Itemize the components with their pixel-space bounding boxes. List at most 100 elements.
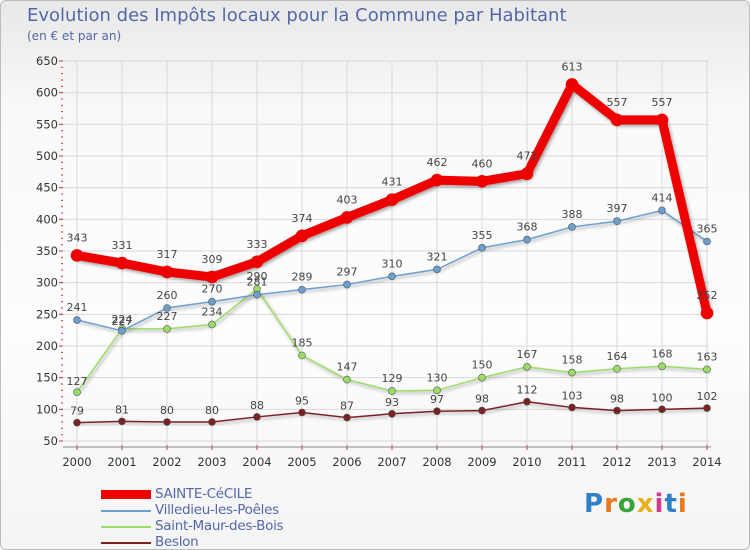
data-point [298,408,306,417]
data-label: 613 [562,60,583,73]
data-point [253,413,261,421]
y-tick-label: 600 [36,86,58,100]
x-tick-label: 2005 [287,455,316,469]
data-point [385,193,399,206]
data-label: 97 [430,393,444,406]
data-point [388,387,396,395]
data-point [343,280,351,289]
data-label: 93 [385,396,399,409]
x-tick-label: 2000 [62,455,91,469]
data-label: 163 [697,350,718,363]
data-point [703,237,711,246]
data-label: 365 [697,223,718,236]
data-label: 164 [607,350,628,363]
data-label: 374 [292,212,313,225]
data-label: 388 [562,208,583,221]
data-label: 127 [67,375,88,388]
data-label: 167 [517,348,538,361]
data-label: 150 [472,359,493,372]
data-label: 147 [337,361,358,374]
data-label: 100 [652,391,673,404]
data-point [298,285,306,294]
logo-letter: P [584,489,605,519]
data-point [343,413,351,422]
data-label: 331 [112,239,133,252]
data-label: 79 [70,405,84,418]
x-tick-label: 2002 [152,455,181,469]
data-point [73,418,81,427]
data-label: 224 [112,313,133,326]
data-point [610,113,624,127]
y-tick-label: 650 [36,54,58,68]
legend-label: SAINTE-CéCILE [155,486,253,502]
data-label: 227 [112,315,133,328]
data-label: 112 [517,384,538,397]
data-point [70,249,84,262]
data-point [163,418,171,426]
data-label: 281 [247,276,268,289]
data-point [568,223,576,231]
data-point [115,256,129,270]
data-label: 403 [337,193,358,206]
data-label: 98 [610,393,624,406]
y-tick-label: 300 [36,276,58,290]
data-label: 158 [562,354,583,367]
data-point [703,404,711,412]
logo-letter: x [636,489,655,519]
y-tick-label: 350 [36,244,58,258]
legend-label: Saint-Maur-des-Bois [155,518,284,534]
data-label: 185 [292,337,313,350]
data-label: 241 [67,301,88,314]
data-point [340,211,354,224]
data-label: 309 [202,253,223,266]
data-label: 557 [607,96,628,109]
x-tick-label: 2010 [512,455,541,469]
data-point [388,409,396,418]
legend-label: Villedieu-les-Poêles [155,502,279,518]
data-label: 333 [247,238,268,251]
data-label: 130 [427,371,448,384]
x-tick-label: 2009 [467,455,496,469]
data-label: 129 [382,372,403,385]
data-label: 98 [475,393,489,406]
y-tick-label: 50 [43,434,58,448]
data-point [523,363,531,371]
data-point [478,244,486,252]
data-label: 321 [427,250,448,263]
y-tick-label: 200 [36,339,58,353]
data-point [658,206,666,215]
y-tick-label: 100 [36,402,58,416]
axes: 50 100 150 200 250 300 350 400 450 500 550 600 650 20… [36,54,722,469]
data-point [388,272,396,281]
data-point [430,173,444,187]
data-point [208,418,216,426]
data-label: 310 [382,257,403,270]
data-point [208,320,216,329]
data-point [523,397,531,406]
logo-letter: r [604,489,618,519]
y-tick-label: 450 [36,181,58,195]
data-point [658,362,666,371]
data-label: 80 [160,404,174,417]
data-point [568,403,576,412]
data-point [160,265,174,279]
data-label: 260 [157,289,178,302]
logo-letter: t [664,489,678,519]
y-tick-label: 250 [36,307,58,321]
data-point [613,364,621,373]
data-point [163,304,171,312]
x-tick-label: 2003 [197,455,226,469]
data-label: 397 [607,202,628,215]
x-tick-label: 2014 [692,455,721,469]
data-point [478,373,486,382]
series-group [70,78,714,427]
data-point [295,229,309,243]
data-label: 81 [115,403,129,416]
data-label: 557 [652,96,673,109]
x-tick-label: 2007 [377,455,406,469]
data-label: 80 [205,404,219,417]
data-point [73,388,81,397]
data-point [568,368,576,377]
data-label: 270 [202,283,223,296]
